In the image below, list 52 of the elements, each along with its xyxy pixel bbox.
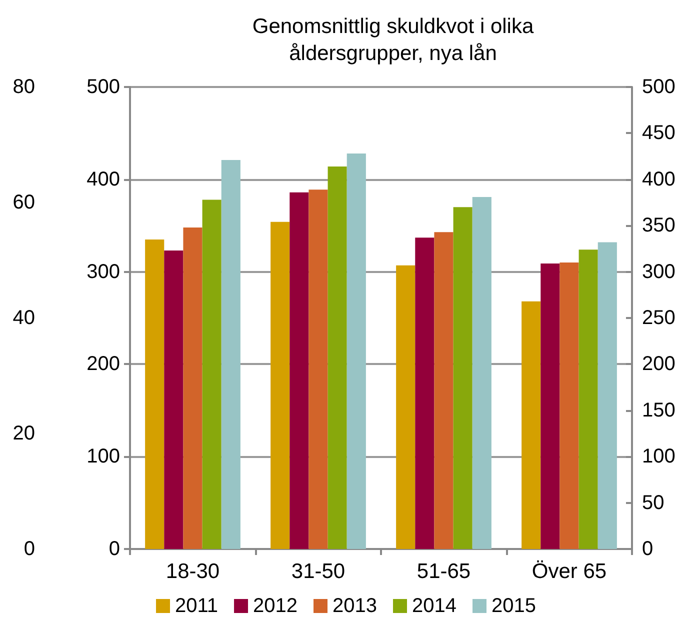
y-tick-label: 300 (86, 260, 120, 283)
bar (328, 166, 347, 549)
y3-tick-label: 60 (12, 192, 35, 214)
x-tick-label: 18-30 (166, 560, 220, 583)
legend-label: 2014 (412, 595, 457, 617)
y-tick-label: 500 (86, 76, 120, 98)
y2-tick-label: 450 (642, 122, 676, 144)
y-tick-label: 200 (86, 353, 120, 376)
bar (540, 263, 560, 549)
bar (472, 196, 492, 549)
bar (560, 262, 579, 549)
bar (346, 154, 366, 549)
bar (453, 207, 472, 549)
legend-label: 2011 (175, 595, 218, 617)
y-tick-label: 100 (86, 446, 120, 468)
y2-tick-label: 250 (642, 307, 676, 329)
y2-tick-label: 0 (642, 538, 654, 560)
bar (202, 200, 222, 549)
bar (183, 227, 202, 549)
y-tick-label: 0 (108, 538, 120, 560)
bar (270, 222, 290, 549)
y2-tick-label: 50 (642, 492, 664, 514)
y-tick-label: 400 (86, 168, 120, 190)
bar (415, 238, 434, 549)
bar (396, 265, 416, 549)
chart-title: Genomsnittlig skuldkvot i olika åldersgrupper, nya lån (252, 15, 534, 65)
y3-tick-label: 80 (12, 76, 35, 98)
bar (164, 250, 184, 549)
x-tick-label: 31-50 (291, 560, 346, 583)
bar (308, 190, 328, 549)
y2-tick-label: 300 (642, 260, 676, 283)
y2-tick-label: 150 (642, 399, 676, 422)
legend-label: 2015 (491, 595, 536, 617)
y2-tick-label: 400 (642, 168, 676, 190)
x-tick-label: 51-65 (416, 560, 471, 583)
x-tick-label: Över 65 (532, 560, 607, 583)
y2-tick-label: 200 (642, 353, 676, 376)
y3-tick-label: 20 (12, 422, 35, 444)
y3-tick-label: 0 (24, 538, 35, 560)
bar (598, 242, 617, 549)
bar (434, 232, 454, 549)
legend-label: 2012 (253, 595, 298, 617)
y2-tick-label: 350 (642, 214, 676, 237)
bar (578, 250, 598, 549)
y2-tick-label: 500 (642, 76, 676, 98)
bar (290, 192, 309, 549)
y3-tick-label: 40 (12, 307, 35, 329)
bar (145, 239, 164, 549)
y2-tick-label: 100 (642, 446, 676, 468)
bar (221, 160, 240, 549)
legend-label: 2013 (332, 595, 378, 617)
bar (522, 301, 541, 549)
